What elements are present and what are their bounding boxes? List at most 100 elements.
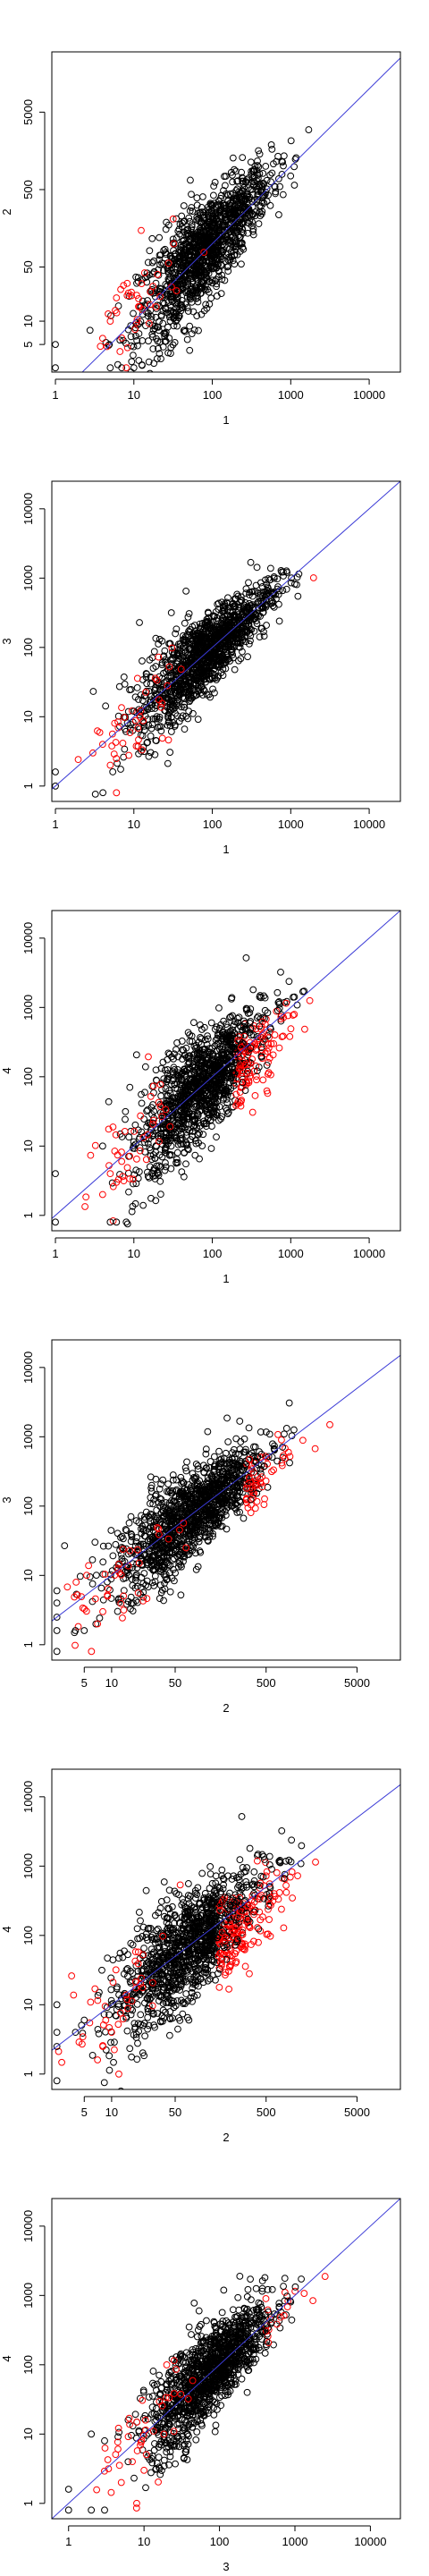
black-point	[156, 700, 164, 708]
black-point	[186, 294, 194, 301]
red-point	[137, 707, 145, 715]
black-point	[151, 750, 159, 758]
black-point	[239, 1467, 247, 1475]
black-point	[211, 263, 219, 271]
red-point	[118, 1148, 125, 1156]
black-point	[158, 1153, 166, 1161]
black-point	[147, 673, 155, 681]
black-point	[249, 227, 257, 235]
black-point	[231, 238, 239, 246]
red-point	[265, 1055, 273, 1062]
red-point	[275, 1044, 283, 1052]
black-point	[213, 1133, 220, 1141]
black-point	[239, 1026, 247, 1034]
black-point	[185, 610, 193, 617]
black-point	[117, 766, 124, 773]
black-point	[219, 1063, 227, 1070]
black-point	[202, 1445, 210, 1453]
black-point	[227, 1092, 235, 1100]
black-point	[157, 727, 165, 735]
black-point	[235, 1013, 243, 1021]
black-point	[162, 304, 170, 312]
red-point	[278, 1459, 286, 1467]
red-point	[97, 343, 105, 351]
black-point	[88, 1555, 97, 1563]
black-point	[130, 708, 138, 716]
black-point	[167, 350, 174, 358]
black-point	[181, 327, 189, 335]
black-point	[177, 1473, 185, 1481]
black-point	[149, 1566, 156, 1573]
black-point	[168, 655, 176, 663]
black-point	[222, 636, 229, 644]
black-point	[215, 623, 223, 630]
black-point	[148, 330, 156, 338]
red-point	[258, 1055, 266, 1063]
black-point	[167, 728, 175, 735]
red-point	[284, 1012, 292, 1020]
black-point	[127, 1605, 134, 1613]
black-point	[177, 243, 185, 251]
black-point	[235, 240, 243, 248]
black-point	[188, 191, 195, 199]
black-point	[231, 251, 238, 259]
black-point	[238, 239, 246, 247]
black-point	[198, 203, 206, 211]
black-point	[150, 1523, 158, 1531]
black-point	[164, 722, 172, 729]
black-point	[107, 1527, 115, 1534]
red-point	[124, 289, 132, 297]
black-point	[226, 657, 234, 665]
black-point	[282, 1425, 290, 1432]
red-point	[260, 1501, 268, 1508]
red-point	[258, 1034, 265, 1041]
black-point	[202, 272, 210, 279]
black-point	[266, 564, 274, 572]
red-point	[98, 1191, 106, 1199]
plot-frame	[51, 910, 401, 1232]
x-tick-label: 10	[128, 1247, 140, 1260]
red-point	[271, 1031, 279, 1038]
red-point	[261, 1495, 268, 1503]
red-point	[156, 292, 164, 301]
red-point	[113, 789, 121, 797]
black-point	[227, 228, 234, 236]
black-point	[153, 713, 161, 721]
black-point	[257, 579, 265, 587]
red-point	[138, 280, 146, 288]
black-point	[231, 595, 239, 603]
black-point	[146, 656, 154, 664]
black-point	[182, 1467, 190, 1475]
black-point	[177, 1106, 185, 1114]
black-point	[235, 188, 242, 196]
black-point	[166, 1588, 174, 1596]
red-point	[130, 1175, 137, 1183]
y-axis-title: 4	[0, 1067, 13, 1073]
black-point	[167, 714, 175, 721]
black-point	[257, 1053, 265, 1061]
black-point	[213, 292, 221, 300]
black-point	[179, 304, 187, 311]
black-point	[262, 162, 270, 170]
black-point	[195, 1055, 203, 1062]
black-point	[179, 1055, 186, 1063]
black-point	[192, 1140, 200, 1148]
black-point	[159, 343, 167, 351]
red-point	[248, 1465, 256, 1473]
black-point	[180, 688, 187, 696]
black-point	[147, 705, 156, 713]
red-point	[299, 1436, 307, 1445]
black-point	[218, 236, 226, 244]
red-point	[170, 240, 178, 248]
black-point	[279, 191, 287, 199]
black-point	[178, 212, 186, 220]
red-point	[306, 996, 314, 1004]
black-point	[180, 642, 188, 650]
black-point	[162, 328, 170, 336]
black-point	[282, 585, 290, 593]
red-point	[106, 761, 114, 769]
black-point	[160, 652, 168, 660]
black-point	[193, 216, 200, 224]
black-point	[128, 1533, 136, 1541]
black-point	[198, 1142, 206, 1150]
